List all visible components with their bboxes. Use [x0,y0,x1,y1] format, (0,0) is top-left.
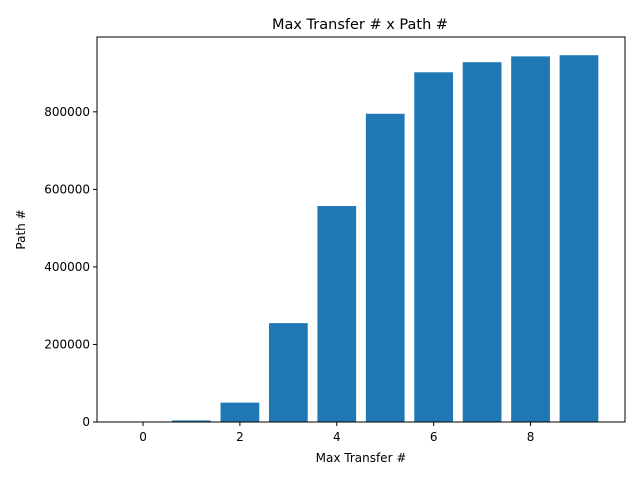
bar-2 [220,402,260,422]
chart-title: Max Transfer # x Path # [272,17,448,33]
bars-group [123,55,599,423]
x-axis-title: Max Transfer # [316,451,407,465]
plot-frame [96,36,626,423]
x-tick-label: 2 [236,430,244,444]
y-tick-label: 400000 [44,260,90,274]
bar-5 [365,113,405,423]
y-tick-label: 600000 [44,182,90,196]
bar-3 [268,323,308,422]
y-axis-ticks: 0 200000 400000 600000 800000 [44,105,97,429]
bar-8 [511,56,550,422]
bar-6 [414,72,454,422]
y-tick-label: 800000 [44,105,90,119]
x-tick-label: 4 [333,430,341,444]
y-axis-title: Path # [14,209,28,249]
bar-1 [172,420,211,422]
bar-4 [317,206,357,422]
bar-9 [559,55,599,422]
x-tick-label: 0 [139,430,147,444]
x-tick-label: 6 [430,430,438,444]
bar-7 [462,62,502,422]
y-tick-label: 200000 [44,337,90,351]
x-tick-label: 8 [527,430,535,444]
x-axis-ticks: 0 2 4 6 8 [139,422,534,444]
y-tick-label: 0 [82,415,90,429]
